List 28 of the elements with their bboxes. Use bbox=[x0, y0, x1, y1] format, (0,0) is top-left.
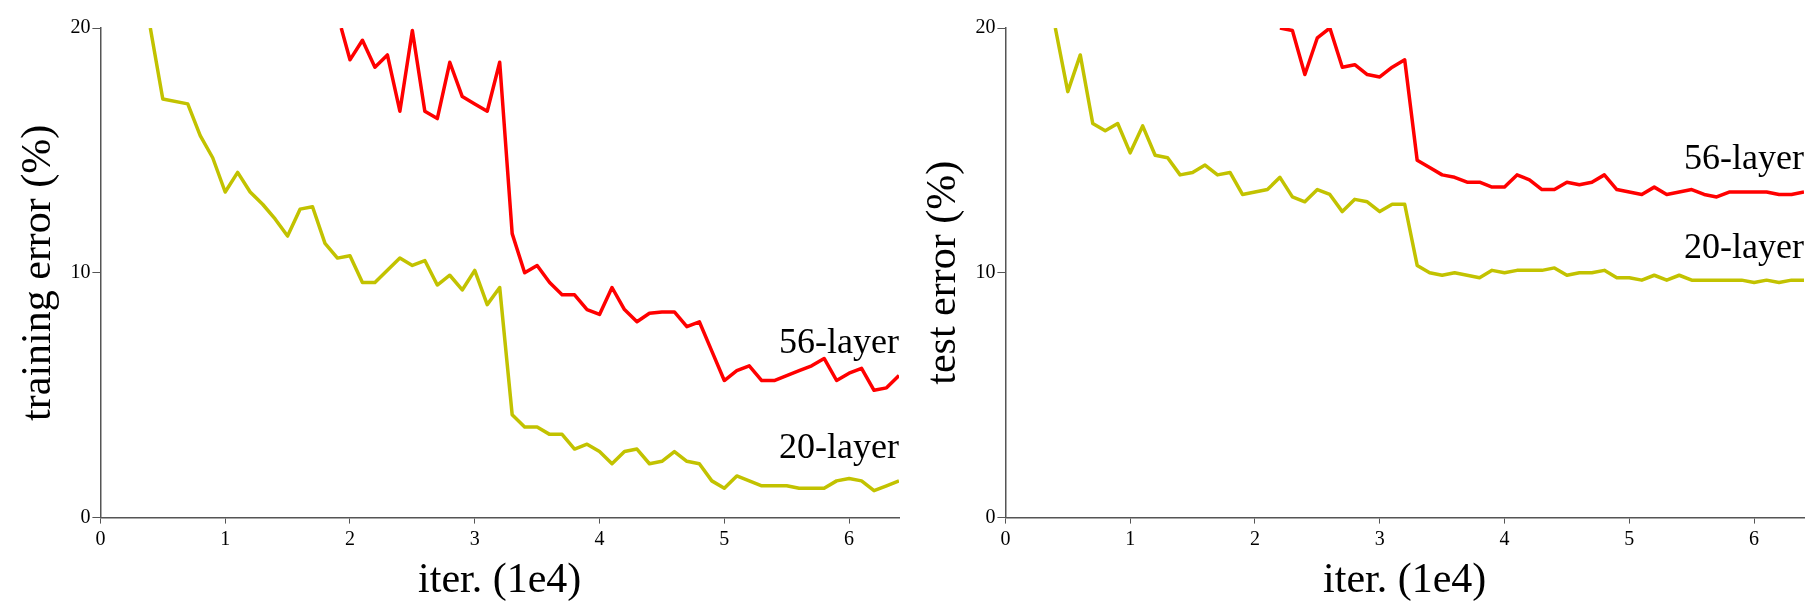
x-tick-label: 3 bbox=[1374, 526, 1385, 549]
y-tick-label: 20 bbox=[70, 15, 91, 38]
x-tick-label: 0 bbox=[95, 526, 106, 549]
y-tick-label: 0 bbox=[80, 504, 91, 527]
x-tick-label: 5 bbox=[1624, 526, 1635, 549]
x-axis-title: iter. (1e4) bbox=[1323, 554, 1487, 602]
series-label: 20-layer bbox=[1684, 225, 1805, 266]
x-tick-label: 2 bbox=[1249, 526, 1260, 549]
y-axis-title: training error (%) bbox=[13, 124, 61, 421]
y-tick-label: 10 bbox=[975, 260, 996, 283]
x-tick-label: 1 bbox=[220, 526, 231, 549]
x-tick-label: 2 bbox=[344, 526, 355, 549]
series-label: 56-layer bbox=[1684, 137, 1805, 178]
x-tick-label: 6 bbox=[1749, 526, 1760, 549]
x-tick-label: 0 bbox=[1000, 526, 1011, 549]
y-axis-title: test error (%) bbox=[918, 160, 966, 385]
x-tick-label: 6 bbox=[844, 526, 855, 549]
x-tick-label: 3 bbox=[469, 526, 480, 549]
x-axis-title: iter. (1e4) bbox=[418, 554, 582, 602]
y-tick-label: 10 bbox=[70, 260, 91, 283]
x-tick-label: 5 bbox=[719, 526, 730, 549]
x-tick-label: 4 bbox=[1499, 526, 1510, 549]
x-tick-label: 4 bbox=[594, 526, 605, 549]
series-label: 56-layer bbox=[779, 321, 900, 362]
y-tick-label: 20 bbox=[975, 15, 996, 38]
y-tick-label: 0 bbox=[985, 504, 996, 527]
x-tick-label: 1 bbox=[1125, 526, 1136, 549]
series-label: 20-layer bbox=[779, 426, 900, 467]
